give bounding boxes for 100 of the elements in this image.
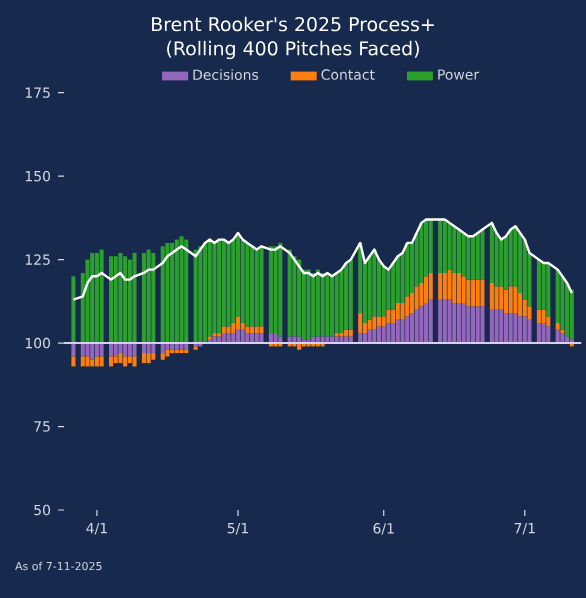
bar [268,246,273,334]
bar [292,256,297,337]
bar [442,272,447,300]
bar [132,356,137,367]
bar [409,313,414,344]
bar [456,303,461,344]
bar [471,279,476,307]
bar [541,309,546,324]
bar [141,252,146,344]
bar [207,239,212,337]
bar [442,219,447,273]
bar [118,252,123,344]
bar [471,236,476,280]
bar [235,316,240,330]
bar [179,236,184,344]
bar [259,246,264,327]
bar [127,259,132,344]
bar [475,279,480,307]
bar [447,299,452,344]
bar [480,279,485,307]
bar [428,272,433,300]
bar [320,272,325,337]
bar [466,306,471,344]
bar [287,249,292,337]
bar [254,326,259,334]
bar [141,353,146,364]
bar [518,293,523,317]
bar [569,289,574,340]
bar [527,319,532,344]
bar [555,269,560,324]
bar [546,262,551,317]
bar [518,316,523,344]
bar [461,303,466,344]
bar [565,282,570,337]
bar [85,259,90,344]
bar [391,323,396,344]
bar [447,222,452,270]
bar [254,333,259,344]
bar [151,353,156,360]
bar [160,343,165,354]
bar [499,309,504,344]
bar [536,259,541,310]
bar [146,249,151,344]
bar [372,249,377,317]
bar [245,242,250,327]
bar [367,319,372,330]
bar [518,232,523,293]
bar [193,249,198,344]
bar [254,249,259,327]
bar [123,256,128,344]
bar [358,333,363,344]
bar [381,266,386,317]
bar [85,343,90,357]
bar [90,252,95,344]
bar [424,219,429,277]
bar [151,252,156,344]
bar [198,246,203,344]
bar [400,319,405,344]
bar [522,299,527,317]
bar [499,239,504,287]
bar [461,276,466,304]
bar [325,272,330,337]
bar [489,222,494,283]
bar [109,256,114,344]
bar [438,219,443,273]
bar [419,306,424,344]
bar [231,323,236,334]
bar [471,306,476,344]
bar [466,236,471,280]
bar [94,252,99,344]
bar [386,323,391,344]
bar [245,326,250,334]
bar [480,229,485,280]
bar [461,232,466,277]
bar [438,299,443,344]
bar [348,259,353,330]
bar [221,239,226,327]
bar [456,272,461,304]
bar [339,269,344,334]
bar [560,333,565,344]
bar [306,269,311,340]
bar [367,256,372,320]
bar [419,222,424,283]
bar [71,356,76,367]
bar [508,313,513,344]
bar [250,333,255,344]
bar [372,316,377,330]
bar [513,286,518,314]
bar [226,326,231,334]
bar [381,326,386,344]
bar [560,276,565,330]
bar [344,262,349,330]
bar [311,272,316,337]
bar [522,316,527,344]
chart-title: Brent Rooker's 2025 Process+ [152,16,434,32]
bar [259,326,264,334]
bar [377,316,382,327]
bar [503,313,508,344]
bar [240,239,245,324]
bar [160,353,165,360]
